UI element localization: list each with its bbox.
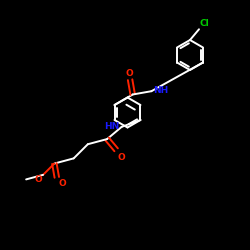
Text: Cl: Cl <box>200 19 210 28</box>
Text: NH: NH <box>154 86 169 95</box>
Text: O: O <box>59 179 66 188</box>
Text: O: O <box>118 153 126 162</box>
Text: O: O <box>125 69 133 78</box>
Text: HN: HN <box>104 122 120 131</box>
Text: O: O <box>35 175 42 184</box>
